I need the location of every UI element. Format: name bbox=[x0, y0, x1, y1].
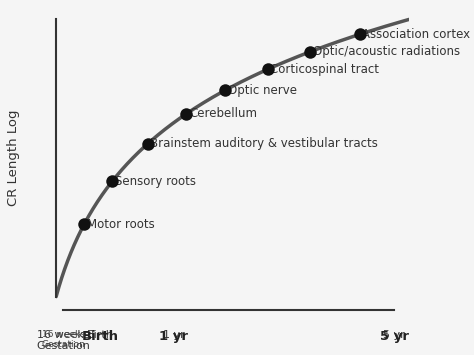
Text: Optic/acoustic radiations: Optic/acoustic radiations bbox=[313, 45, 460, 58]
Text: 16 weeks
Gestation: 16 weeks Gestation bbox=[36, 330, 91, 351]
Text: Motor roots: Motor roots bbox=[87, 218, 155, 231]
Text: Birth: Birth bbox=[82, 330, 119, 343]
Text: Corticospinal tract: Corticospinal tract bbox=[270, 63, 379, 76]
Text: 16 weeks
Gestation: 16 weeks Gestation bbox=[42, 330, 85, 349]
Text: Cerebellum: Cerebellum bbox=[189, 107, 257, 120]
Text: 1 yr: 1 yr bbox=[159, 330, 188, 343]
Text: Sensory roots: Sensory roots bbox=[115, 175, 196, 188]
Text: CR Length Log: CR Length Log bbox=[7, 110, 20, 206]
Text: 5 yr: 5 yr bbox=[383, 330, 405, 340]
Text: Birth: Birth bbox=[87, 330, 114, 340]
Text: 5 yr: 5 yr bbox=[380, 330, 409, 343]
Text: Optic nerve: Optic nerve bbox=[228, 84, 297, 97]
Text: 1 yr: 1 yr bbox=[163, 330, 185, 340]
Text: Association cortex: Association cortex bbox=[362, 28, 470, 41]
Text: Brainstem auditory & vestibular tracts: Brainstem auditory & vestibular tracts bbox=[150, 137, 378, 150]
